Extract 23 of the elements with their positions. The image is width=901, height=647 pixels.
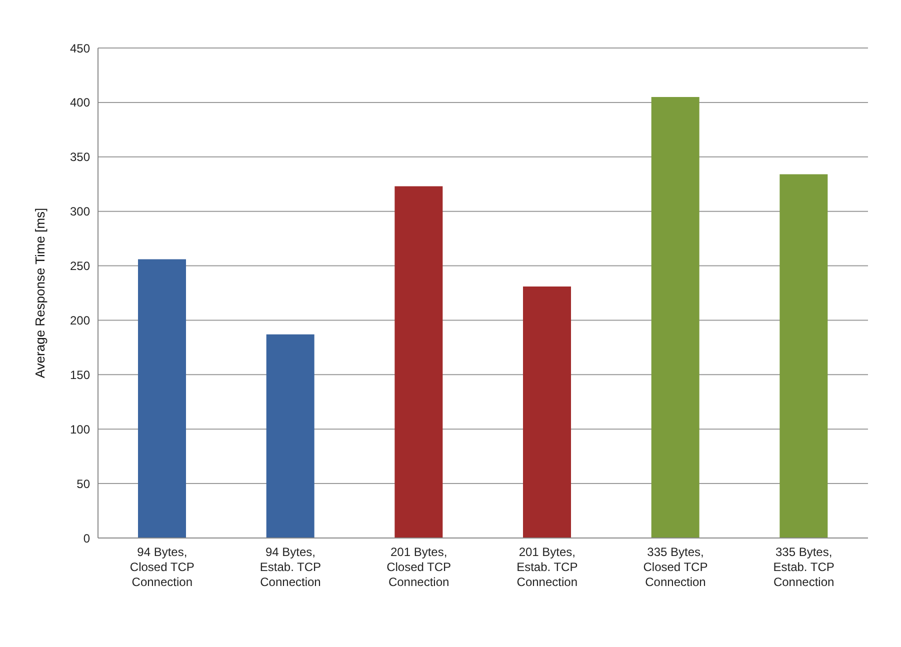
x-tick-label: 94 Bytes, Estab. TCP Connection (260, 545, 322, 589)
bar (780, 174, 828, 538)
y-tick-label: 0 (83, 531, 90, 546)
y-tick-label: 250 (70, 259, 90, 274)
bar (651, 97, 700, 538)
bar (394, 186, 443, 538)
x-tick-label: 201 Bytes, Estab. TCP Connection (516, 545, 578, 589)
y-tick-label: 150 (70, 368, 90, 382)
bar (138, 259, 186, 538)
y-tick-label: 450 (70, 41, 90, 56)
x-tick-label: 335 Bytes, Estab. TCP Connection (773, 545, 834, 589)
y-tick-label: 100 (70, 422, 90, 436)
y-tick-label: 50 (76, 476, 90, 491)
x-tick-label: 94 Bytes, Closed TCP Connection (130, 545, 194, 589)
bar (523, 286, 571, 538)
y-tick-label: 350 (70, 150, 90, 164)
bar (266, 334, 314, 538)
x-tick-label: 335 Bytes, Closed TCP Connection (643, 545, 708, 589)
y-tick-label: 400 (70, 96, 90, 110)
x-tick-label: 201 Bytes, Closed TCP Connection (386, 545, 452, 589)
y-tick-label: 200 (70, 313, 90, 328)
y-tick-label: 300 (70, 204, 90, 219)
y-axis-title: Average Response Time [ms] (32, 208, 48, 378)
